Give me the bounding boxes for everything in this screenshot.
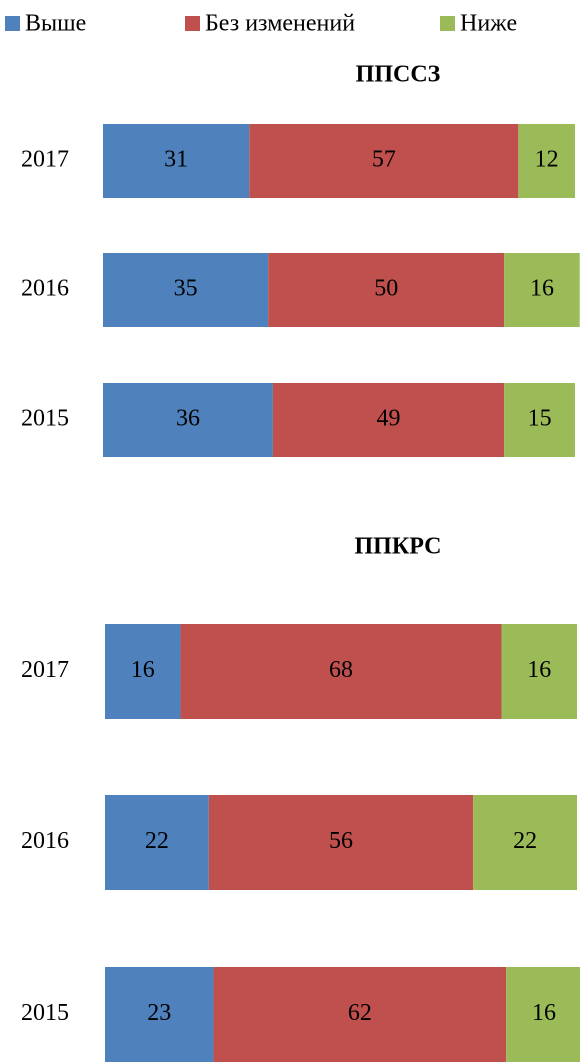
bar-segment (208, 795, 474, 890)
data-label: 23 (147, 1000, 171, 1026)
data-label: 22 (145, 828, 169, 854)
data-label: 12 (535, 147, 559, 173)
data-label: 68 (329, 657, 353, 683)
data-label: 57 (372, 147, 396, 173)
bar-segment (213, 967, 507, 1062)
bar-segment (103, 124, 250, 198)
legend-swatch (185, 16, 200, 31)
y-tick-label: 2015 (21, 1000, 69, 1026)
legend-swatch (5, 16, 20, 31)
bar-segment (105, 624, 181, 719)
chart-title: ППССЗ (356, 62, 441, 88)
bar-segment (473, 795, 577, 890)
data-label: 50 (374, 276, 398, 302)
bar-segment (272, 383, 505, 457)
data-label: 56 (329, 828, 353, 854)
y-tick-label: 2017 (21, 147, 69, 173)
y-tick-label: 2016 (21, 276, 69, 302)
bar-segment (504, 383, 575, 457)
legend-swatch (440, 16, 455, 31)
y-tick-label: 2016 (21, 828, 69, 854)
data-label: 16 (532, 1000, 556, 1026)
legend-label: Без изменений (205, 11, 355, 37)
bar-segment (249, 124, 519, 198)
bar-segment (506, 967, 580, 1062)
data-label: 31 (164, 147, 188, 173)
chart-title: ППКРС (354, 534, 441, 560)
data-label: 22 (513, 828, 537, 854)
bar-segment (180, 624, 502, 719)
data-label: 36 (176, 406, 200, 432)
legend-label: Выше (25, 11, 86, 37)
y-tick-label: 2017 (21, 657, 69, 683)
data-label: 15 (528, 406, 552, 432)
y-tick-label: 2015 (21, 406, 69, 432)
bar-segment (504, 253, 580, 327)
bar-segment (501, 624, 577, 719)
bar-segment (103, 253, 269, 327)
bar-segment (105, 795, 209, 890)
data-label: 16 (131, 657, 155, 683)
bar-segment (268, 253, 505, 327)
bar-segment (103, 383, 273, 457)
data-label: 16 (527, 657, 551, 683)
data-label: 16 (530, 276, 554, 302)
data-label: 35 (174, 276, 198, 302)
bar-segment (518, 124, 575, 198)
data-label: 62 (348, 1000, 372, 1026)
data-label: 49 (377, 406, 401, 432)
legend-label: Ниже (460, 11, 517, 37)
bar-segment (105, 967, 214, 1062)
